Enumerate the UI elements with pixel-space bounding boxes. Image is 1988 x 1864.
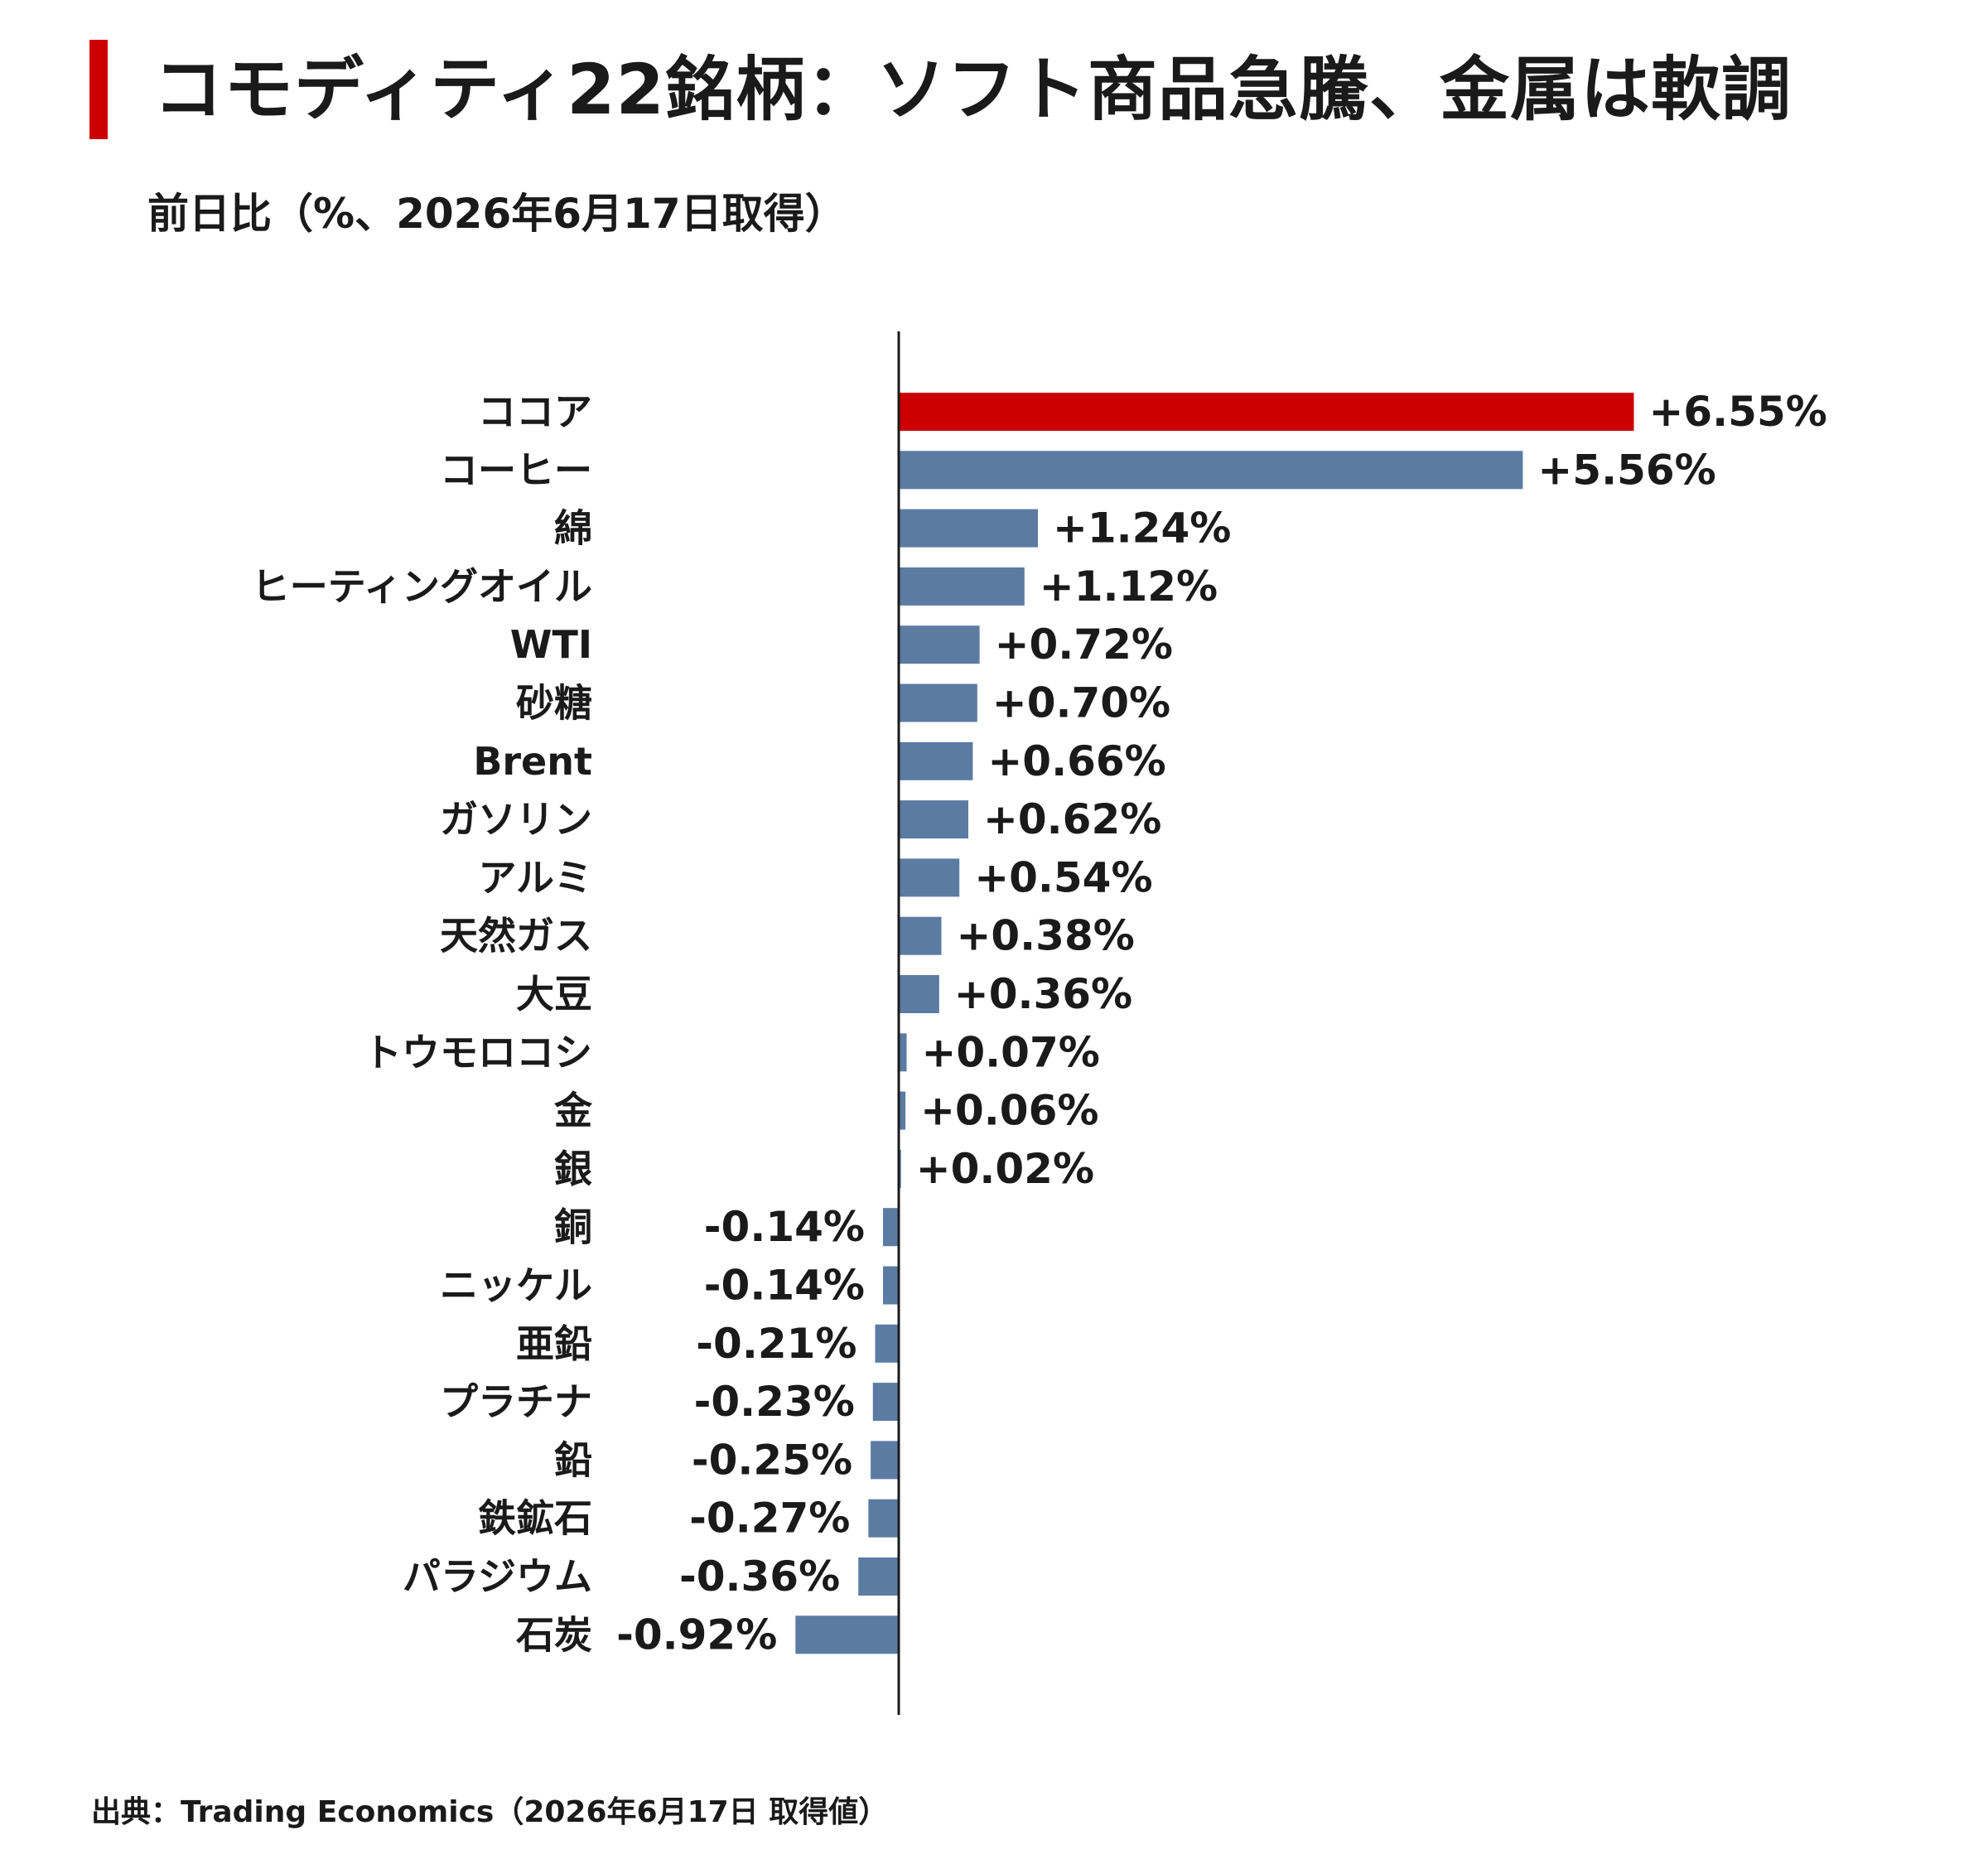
category-label-7: ガソリン bbox=[440, 797, 592, 842]
bar-17 bbox=[872, 1383, 899, 1422]
bar-21 bbox=[795, 1615, 899, 1654]
value-label-10: +0.36% bbox=[954, 970, 1132, 1018]
bar-0 bbox=[899, 393, 1634, 431]
bar-1 bbox=[899, 451, 1523, 490]
value-label-11: +0.07% bbox=[922, 1028, 1100, 1076]
category-label-5: 砂糖 bbox=[516, 681, 592, 726]
bar-5 bbox=[899, 683, 977, 722]
bar-6 bbox=[899, 741, 973, 780]
value-label-21: -0.92% bbox=[616, 1610, 777, 1659]
category-label-0: ココア bbox=[478, 389, 592, 434]
bars-layer bbox=[795, 393, 1634, 1654]
value-label-15: -0.14% bbox=[704, 1262, 865, 1310]
bar-8 bbox=[899, 858, 960, 897]
value-label-16: -0.21% bbox=[696, 1320, 856, 1368]
bar-14 bbox=[883, 1208, 899, 1247]
category-label-11: トウモロコシ bbox=[364, 1030, 592, 1074]
category-label-2: 綿 bbox=[554, 506, 592, 551]
chart-subtitle: 前日比（%、2026年6月17日取得） bbox=[147, 190, 847, 238]
value-label-5: +0.70% bbox=[992, 679, 1170, 727]
category-label-14: 銅 bbox=[554, 1205, 592, 1249]
category-label-21: 石炭 bbox=[516, 1612, 592, 1657]
bar-9 bbox=[899, 916, 942, 955]
value-label-18: -0.25% bbox=[692, 1436, 852, 1484]
bar-10 bbox=[899, 975, 939, 1013]
category-label-3: ヒーティングオイル bbox=[252, 564, 592, 609]
bar-12 bbox=[899, 1091, 906, 1130]
value-label-7: +0.62% bbox=[983, 795, 1161, 843]
value-label-3: +1.12% bbox=[1040, 563, 1218, 611]
category-label-13: 銀 bbox=[554, 1147, 592, 1191]
source-note: 出典：Trading Economics（2026年6月17日 取得値） bbox=[91, 1795, 889, 1829]
value-label-2: +1.24% bbox=[1053, 505, 1231, 553]
value-label-8: +0.54% bbox=[974, 853, 1152, 901]
bar-2 bbox=[899, 509, 1038, 548]
bar-16 bbox=[875, 1324, 899, 1363]
value-label-19: -0.27% bbox=[689, 1495, 850, 1543]
bar-20 bbox=[858, 1557, 899, 1596]
category-label-17: プラチナ bbox=[440, 1379, 592, 1424]
bar-4 bbox=[899, 625, 980, 664]
value-label-14: -0.14% bbox=[704, 1203, 865, 1251]
bar-3 bbox=[899, 567, 1025, 606]
title-accent-bar bbox=[89, 40, 108, 139]
bar-11 bbox=[899, 1033, 907, 1072]
value-label-17: -0.23% bbox=[694, 1378, 855, 1426]
category-label-12: 金 bbox=[553, 1089, 593, 1133]
bar-18 bbox=[871, 1441, 899, 1480]
value-label-6: +0.66% bbox=[987, 737, 1165, 785]
labels-layer: ココア +6.55% コーヒー +5.56% 綿 +1.24% ヒーティングオイル +1.12… bbox=[252, 388, 1827, 1659]
value-label-12: +0.06% bbox=[920, 1087, 1098, 1135]
category-label-6: Brent bbox=[473, 739, 592, 784]
bar-19 bbox=[868, 1499, 899, 1538]
value-label-4: +0.72% bbox=[995, 621, 1173, 669]
category-label-18: 鉛 bbox=[554, 1437, 592, 1482]
category-label-20: パラジウム bbox=[403, 1554, 592, 1599]
category-label-19: 鉄鉱石 bbox=[478, 1496, 592, 1541]
value-label-1: +5.56% bbox=[1537, 446, 1715, 494]
category-label-4: WTI bbox=[510, 622, 592, 667]
category-label-15: ニッケル bbox=[440, 1263, 592, 1308]
bar-15 bbox=[883, 1266, 899, 1305]
category-label-16: 亜鉛 bbox=[516, 1321, 592, 1366]
bar-7 bbox=[899, 800, 968, 839]
category-label-8: アルミ bbox=[478, 855, 592, 900]
value-label-20: -0.36% bbox=[679, 1553, 840, 1601]
category-label-1: コーヒー bbox=[440, 447, 592, 492]
category-label-10: 大豆 bbox=[516, 972, 592, 1017]
category-label-9: 天然ガス bbox=[440, 914, 592, 959]
value-label-0: +6.55% bbox=[1649, 388, 1827, 436]
value-label-13: +0.02% bbox=[916, 1145, 1094, 1193]
chart-title: コモディティ22銘柄：ソフト商品急騰、金属は軟調 bbox=[153, 49, 1792, 130]
value-label-9: +0.38% bbox=[957, 912, 1135, 960]
